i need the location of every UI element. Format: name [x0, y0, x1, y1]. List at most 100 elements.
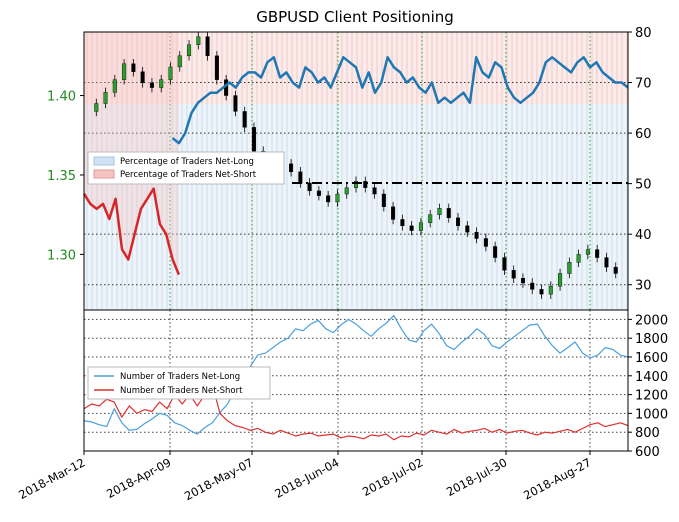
legend-swatch-net-long — [93, 156, 115, 166]
price-candle — [567, 262, 572, 274]
price-candle — [483, 238, 488, 247]
bottom-axis-tick-label: 600 — [635, 445, 660, 460]
price-candle — [326, 195, 331, 203]
price-candle — [298, 171, 303, 184]
bottom-axis-tick-label: 1600 — [635, 351, 668, 366]
x-axis-tick-label: 2018-May-07 — [182, 455, 255, 503]
x-axis-tick-label: 2018-Jun-04 — [272, 455, 341, 501]
x-axis-tick-label: 2018-Aug-27 — [521, 455, 593, 502]
net-long-count-line — [83, 315, 629, 435]
price-candle — [177, 55, 182, 68]
price-candle — [418, 222, 423, 231]
price-candle — [149, 82, 154, 88]
right-axis-tick-label: 70 — [635, 77, 652, 92]
left-axis-tick-label: 1.40 — [47, 90, 76, 105]
legend-swatch-net-short — [93, 169, 115, 179]
price-candle — [103, 92, 108, 104]
price-candle — [214, 55, 219, 80]
bottom-axis-tick-label: 1800 — [635, 332, 668, 347]
price-candles — [94, 32, 618, 299]
price-candle — [409, 225, 414, 231]
price-candle — [94, 103, 99, 112]
price-candle — [372, 187, 377, 195]
bottom-axis-tick-label: 1200 — [635, 389, 668, 404]
bottom-panel: 600 800 1000 1200 1400 1600 1800 2000 Number of… — [83, 309, 668, 460]
legend-label-count-long: Number of Traders Net-Long — [120, 372, 240, 382]
price-candle — [140, 71, 145, 84]
price-candle — [428, 214, 433, 223]
price-candle — [437, 208, 442, 215]
price-candle — [613, 266, 618, 274]
price-candle — [502, 257, 507, 271]
legend-label-net-long: Percentage of Traders Net-Long — [120, 157, 254, 167]
price-candle — [344, 187, 349, 195]
top-legend-box — [87, 151, 285, 185]
price-candle — [131, 63, 136, 72]
left-axis-tick-label: 1.35 — [47, 169, 76, 184]
price-candle — [391, 206, 396, 220]
net-short-percentage-line — [82, 187, 181, 276]
x-axis-tick-label: 2018-Mar-12 — [16, 455, 87, 502]
price-candle — [159, 79, 164, 88]
price-candle — [558, 273, 563, 287]
price-candle — [187, 44, 192, 57]
price-candle — [307, 182, 312, 192]
price-candle — [196, 36, 201, 45]
price-candle — [233, 95, 238, 112]
price-candle — [548, 285, 553, 295]
price-candle — [289, 163, 294, 172]
price-candle — [335, 193, 340, 203]
price-candle — [354, 181, 359, 188]
x-axis-tick-label: 2018-Jul-30 — [444, 455, 509, 499]
legend-label-net-short: Percentage of Traders Net-Short — [120, 170, 257, 180]
price-candle — [251, 127, 256, 152]
left-axis-tick-label: 1.30 — [47, 248, 76, 263]
price-candle — [530, 282, 535, 290]
price-candle — [168, 66, 173, 80]
price-candle — [511, 270, 516, 279]
bottom-panel-frame — [83, 309, 629, 452]
price-candle — [400, 219, 405, 227]
price-candle — [585, 249, 590, 255]
price-candle — [446, 208, 451, 219]
right-axis-tick-label: 30 — [635, 279, 652, 294]
legend-label-count-short: Number of Traders Net-Short — [120, 386, 243, 396]
price-candle — [493, 246, 498, 258]
price-candle — [381, 193, 386, 207]
top-lines — [82, 56, 629, 276]
price-candle — [604, 257, 609, 268]
bottom-axis-tick-label: 1000 — [635, 407, 668, 422]
top-legend: Percentage of Traders Net-Long Percentag… — [87, 151, 285, 185]
right-axis-tick-label: 80 — [635, 26, 652, 41]
x-axis-tick-label: 2018-Apr-09 — [104, 455, 173, 501]
right-axis-tick-label: 50 — [635, 178, 652, 193]
price-candle — [205, 36, 210, 57]
top-axes: 1.30 1.35 1.40 30 40 50 60 70 80 — [47, 26, 652, 294]
bottom-legend: Number of Traders Net-Long Number of Tra… — [87, 366, 271, 400]
top-grid — [83, 32, 628, 310]
price-candle — [474, 231, 479, 239]
price-candle — [316, 190, 321, 196]
price-candle — [242, 111, 247, 128]
price-candle — [363, 181, 368, 188]
price-candle — [112, 79, 117, 93]
chart-title: GBPUSD Client Positioning — [256, 8, 454, 26]
bottom-axis-tick-label: 2000 — [635, 313, 668, 328]
bottom-axis-tick-label: 800 — [635, 426, 660, 441]
bottom-axes: 600 800 1000 1200 1400 1600 1800 2000 — [628, 313, 668, 460]
price-candle — [122, 63, 127, 80]
price-candle — [465, 225, 470, 233]
right-axis-tick-label: 60 — [635, 127, 652, 142]
price-candle — [576, 254, 581, 263]
price-candle — [595, 249, 600, 258]
top-panel: 1.30 1.35 1.40 30 40 50 60 70 80 Percentage of T… — [47, 26, 652, 311]
price-candle — [456, 217, 461, 227]
price-candle — [539, 289, 544, 295]
x-tick-labels: 2018-Mar-12 2018-Apr-09 2018-May-07 2018-Ju… — [16, 451, 593, 503]
bottom-legend-box — [87, 366, 271, 400]
net-long-percentage-line — [171, 56, 629, 145]
price-candle — [520, 278, 525, 284]
bottom-axis-tick-label: 1400 — [635, 370, 668, 385]
